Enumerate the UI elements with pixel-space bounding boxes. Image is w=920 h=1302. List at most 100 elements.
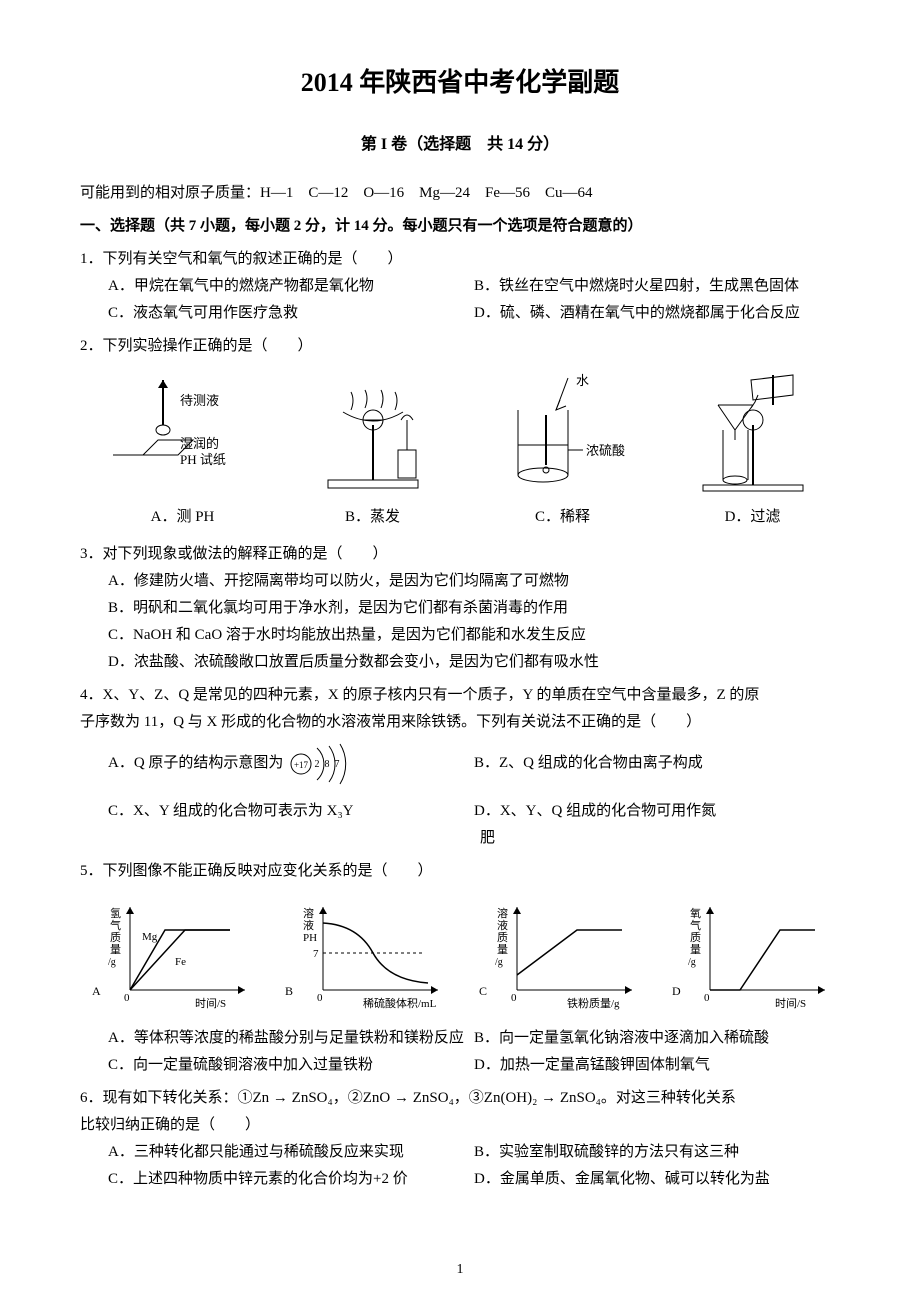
svg-text:氧: 氧: [690, 906, 701, 920]
paper-subtitle: 第 I 卷（选择题 共 14 分）: [80, 131, 840, 160]
svg-text:溶: 溶: [497, 906, 508, 920]
svg-text:待测液: 待测液: [180, 393, 219, 408]
q1-option-A: A．甲烷在氧气中的燃烧产物都是氧化物: [108, 273, 474, 300]
svg-text:/g: /g: [495, 957, 503, 968]
svg-text:+17: +17: [294, 760, 309, 770]
subtitle-pre: 第 I 卷（选择题: [361, 136, 471, 153]
svg-text:质: 质: [110, 931, 121, 944]
q4-stem-2: 子序数为 11，Q 与 X 形成的化合物的水溶液常用来除铁锈。下列有关说法不正确…: [80, 709, 840, 736]
q2-fig-B-label: B．蒸发: [345, 504, 400, 531]
q3-option-A: A．修建防火墙、开挖隔离带均可以防火，是因为它们均隔离了可燃物: [80, 568, 840, 595]
q1-option-C: C．液态氧气可用作医疗急救: [108, 300, 474, 327]
atom-structure-icon: +17 2 8 7: [287, 742, 347, 786]
svg-text:量: 量: [690, 943, 701, 956]
q3-option-D: D．浓盐酸、浓硫酸敞口放置后质量分数都会变小，是因为它们都有吸水性: [80, 649, 840, 676]
svg-text:A: A: [92, 984, 101, 998]
q1: 1．下列有关空气和氧气的叙述正确的是（ ） A．甲烷在氧气中的燃烧产物都是氧化物…: [80, 246, 840, 327]
q3: 3．对下列现象或做法的解释正确的是（ ） A．修建防火墙、开挖隔离带均可以防火，…: [80, 541, 840, 676]
filtration-icon: [693, 370, 813, 500]
q6-option-D: D．金属单质、金属氧化物、碱可以转化为盐: [474, 1166, 840, 1193]
svg-text:7: 7: [335, 759, 340, 770]
svg-text:水: 水: [576, 373, 589, 388]
q6-option-B: B．实验室制取硫酸锌的方法只有这三种: [474, 1139, 840, 1166]
svg-text:0: 0: [124, 992, 130, 1004]
q4: 4．X、Y、Z、Q 是常见的四种元素，X 的原子核内只有一个质子，Y 的单质在空…: [80, 682, 840, 852]
evaporation-icon: [313, 370, 433, 500]
svg-text:稀硫酸体积/mL: 稀硫酸体积/mL: [363, 996, 437, 1010]
q5-option-D: D．加热一定量高锰酸钾固体制氧气: [474, 1052, 840, 1079]
ph-paper-icon: 待测液 湿润的 PH 试纸: [108, 370, 258, 500]
dilution-icon: 水 浓硫酸: [488, 370, 638, 500]
q6-stem-2: 比较归纳正确的是（ ）: [80, 1112, 840, 1139]
svg-text:/g: /g: [108, 957, 116, 968]
svg-text:Mg: Mg: [142, 931, 158, 943]
q4-stem-1: 4．X、Y、Z、Q 是常见的四种元素，X 的原子核内只有一个质子，Y 的单质在空…: [80, 682, 840, 709]
svg-text:液: 液: [303, 918, 314, 932]
svg-text:0: 0: [317, 992, 323, 1004]
q6-stem-1: 6．现有如下转化关系：①Zn → ZnSO₄，②ZnO → ZnSO₄，③Zn(…: [80, 1085, 840, 1112]
q1-option-D: D．硫、磷、酒精在氧气中的燃烧都属于化合反应: [474, 300, 840, 327]
svg-text:PH: PH: [303, 932, 317, 944]
q5-chart-A: 氢 气 质 量 /g Mg Fe A 0 时间/S: [80, 895, 260, 1015]
q4-option-D-post: 肥: [80, 825, 840, 852]
svg-text:浓硫酸: 浓硫酸: [586, 443, 625, 458]
q5-chart-D: 氧 气 质 量 /g D 0 时间/S: [660, 895, 840, 1015]
page-number: 1: [457, 1257, 464, 1282]
svg-text:2: 2: [315, 759, 320, 770]
exam-title: 2014 年陕西省中考化学副题: [80, 60, 840, 107]
q3-option-B: B．明矾和二氧化氯均可用于净水剂，是因为它们都有杀菌消毒的作用: [80, 595, 840, 622]
q2: 2．下列实验操作正确的是（ ） 待测液 湿润的 PH 试纸 A．测 PH: [80, 333, 840, 531]
svg-text:质: 质: [690, 931, 701, 944]
svg-text:量: 量: [497, 943, 508, 956]
svg-text:Fe: Fe: [175, 956, 186, 968]
svg-text:铁粉质量/g: 铁粉质量/g: [567, 997, 620, 1010]
svg-text:7: 7: [313, 948, 319, 960]
q5-chart-C: 溶 液 质 量 /g C 0 铁粉质量/g: [467, 895, 647, 1015]
q2-fig-C: 水 浓硫酸 C．稀释: [488, 370, 638, 531]
q2-stem: 2．下列实验操作正确的是（ ）: [80, 333, 840, 360]
q2-fig-B: B．蒸发: [313, 370, 433, 531]
svg-text:质: 质: [497, 931, 508, 944]
q4-option-C: C．X、Y 组成的化合物可表示为 X₃Y: [108, 798, 354, 825]
svg-text:时间/S: 时间/S: [775, 997, 806, 1010]
svg-text:气: 气: [110, 918, 121, 932]
svg-text:8: 8: [325, 759, 330, 770]
svg-text:溶: 溶: [303, 906, 314, 920]
svg-text:氢: 氢: [110, 906, 121, 920]
q2-fig-A: 待测液 湿润的 PH 试纸 A．测 PH: [108, 370, 258, 531]
q4-option-D-pre: D．X、Y、Q 组成的化合物可用作氮: [474, 798, 716, 825]
svg-text:液: 液: [497, 918, 508, 932]
q6: 6．现有如下转化关系：①Zn → ZnSO₄，②ZnO → ZnSO₄，③Zn(…: [80, 1085, 840, 1193]
svg-text:B: B: [285, 984, 293, 998]
section-heading: 一、选择题（共 7 小题，每小题 2 分，计 14 分。每小题只有一个选项是符合…: [80, 213, 840, 240]
q3-option-C: C．NaOH 和 CaO 溶于水时均能放出热量，是因为它们都能和水发生反应: [80, 622, 840, 649]
q5: 5．下列图像不能正确反映对应变化关系的是（ ） 氢 气 质 量 /g Mg Fe…: [80, 858, 840, 1079]
q2-fig-A-label: A．测 PH: [151, 504, 215, 531]
svg-text:时间/S: 时间/S: [195, 997, 226, 1010]
q5-stem: 5．下列图像不能正确反映对应变化关系的是（ ）: [80, 858, 840, 885]
svg-text:气: 气: [690, 918, 701, 932]
q4-option-A-pre: A．Q 原子的结构示意图为: [108, 750, 283, 777]
q6-option-C: C．上述四种物质中锌元素的化合价均为+2 价: [108, 1166, 474, 1193]
q3-stem: 3．对下列现象或做法的解释正确的是（ ）: [80, 541, 840, 568]
atomic-mass-line: 可能用到的相对原子质量：H—1 C—12 O—16 Mg—24 Fe—56 Cu…: [80, 180, 840, 207]
q1-stem: 1．下列有关空气和氧气的叙述正确的是（ ）: [80, 246, 840, 273]
q1-option-B: B．铁丝在空气中燃烧时火星四射，生成黑色固体: [474, 273, 840, 300]
q2-fig-D: D．过滤: [693, 370, 813, 531]
svg-text:量: 量: [110, 943, 121, 956]
svg-text:/g: /g: [688, 957, 696, 968]
svg-text:0: 0: [704, 992, 710, 1004]
svg-text:PH 试纸: PH 试纸: [180, 452, 226, 467]
q5-chart-B: 溶 液 PH 7 B 0 稀硫酸体积/mL: [273, 895, 453, 1015]
q2-fig-D-label: D．过滤: [725, 504, 781, 531]
svg-text:D: D: [672, 984, 681, 998]
svg-text:C: C: [479, 984, 487, 998]
q5-option-C: C．向一定量硫酸铜溶液中加入过量铁粉: [108, 1052, 474, 1079]
q2-fig-C-label: C．稀释: [535, 504, 590, 531]
svg-text:湿润的: 湿润的: [180, 436, 219, 451]
subtitle-post: 共 14 分）: [487, 136, 559, 153]
svg-text:0: 0: [511, 992, 517, 1004]
q5-option-A: A．等体积等浓度的稀盐酸分别与足量铁粉和镁粉反应: [108, 1025, 474, 1052]
q6-option-A: A．三种转化都只能通过与稀硫酸反应来实现: [108, 1139, 474, 1166]
q5-option-B: B．向一定量氢氧化钠溶液中逐滴加入稀硫酸: [474, 1025, 840, 1052]
